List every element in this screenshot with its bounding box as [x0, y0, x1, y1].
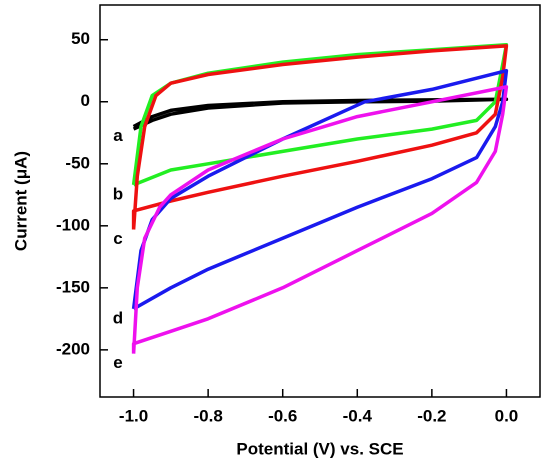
- curve-label: b: [113, 184, 123, 203]
- curve-label: c: [113, 229, 122, 248]
- x-tick-label: -0.6: [268, 406, 297, 425]
- y-axis-title: Current (μA): [11, 151, 30, 251]
- y-tick-label: -100: [56, 215, 90, 234]
- curve-label: a: [113, 126, 123, 145]
- x-tick-label: -0.8: [193, 406, 222, 425]
- curve-label: d: [113, 308, 123, 327]
- cv-curve: [131, 44, 509, 230]
- x-tick-label: -0.4: [343, 406, 373, 425]
- y-tick-label: -200: [56, 339, 90, 358]
- y-tick-label: 50: [71, 29, 90, 48]
- cv-curve: [131, 85, 509, 354]
- x-tick-label: -1.0: [119, 406, 148, 425]
- cv-curve: [131, 42, 509, 187]
- y-tick-label: -50: [65, 153, 90, 172]
- x-axis-title: Potential (V) vs. SCE: [236, 439, 403, 458]
- x-tick-label: 0.0: [495, 406, 519, 425]
- y-tick-label: 0: [81, 91, 90, 110]
- x-tick-label: -0.2: [417, 406, 446, 425]
- plot-frame: [99, 4, 541, 398]
- y-tick-label: -150: [56, 277, 90, 296]
- curve-label: e: [113, 353, 122, 372]
